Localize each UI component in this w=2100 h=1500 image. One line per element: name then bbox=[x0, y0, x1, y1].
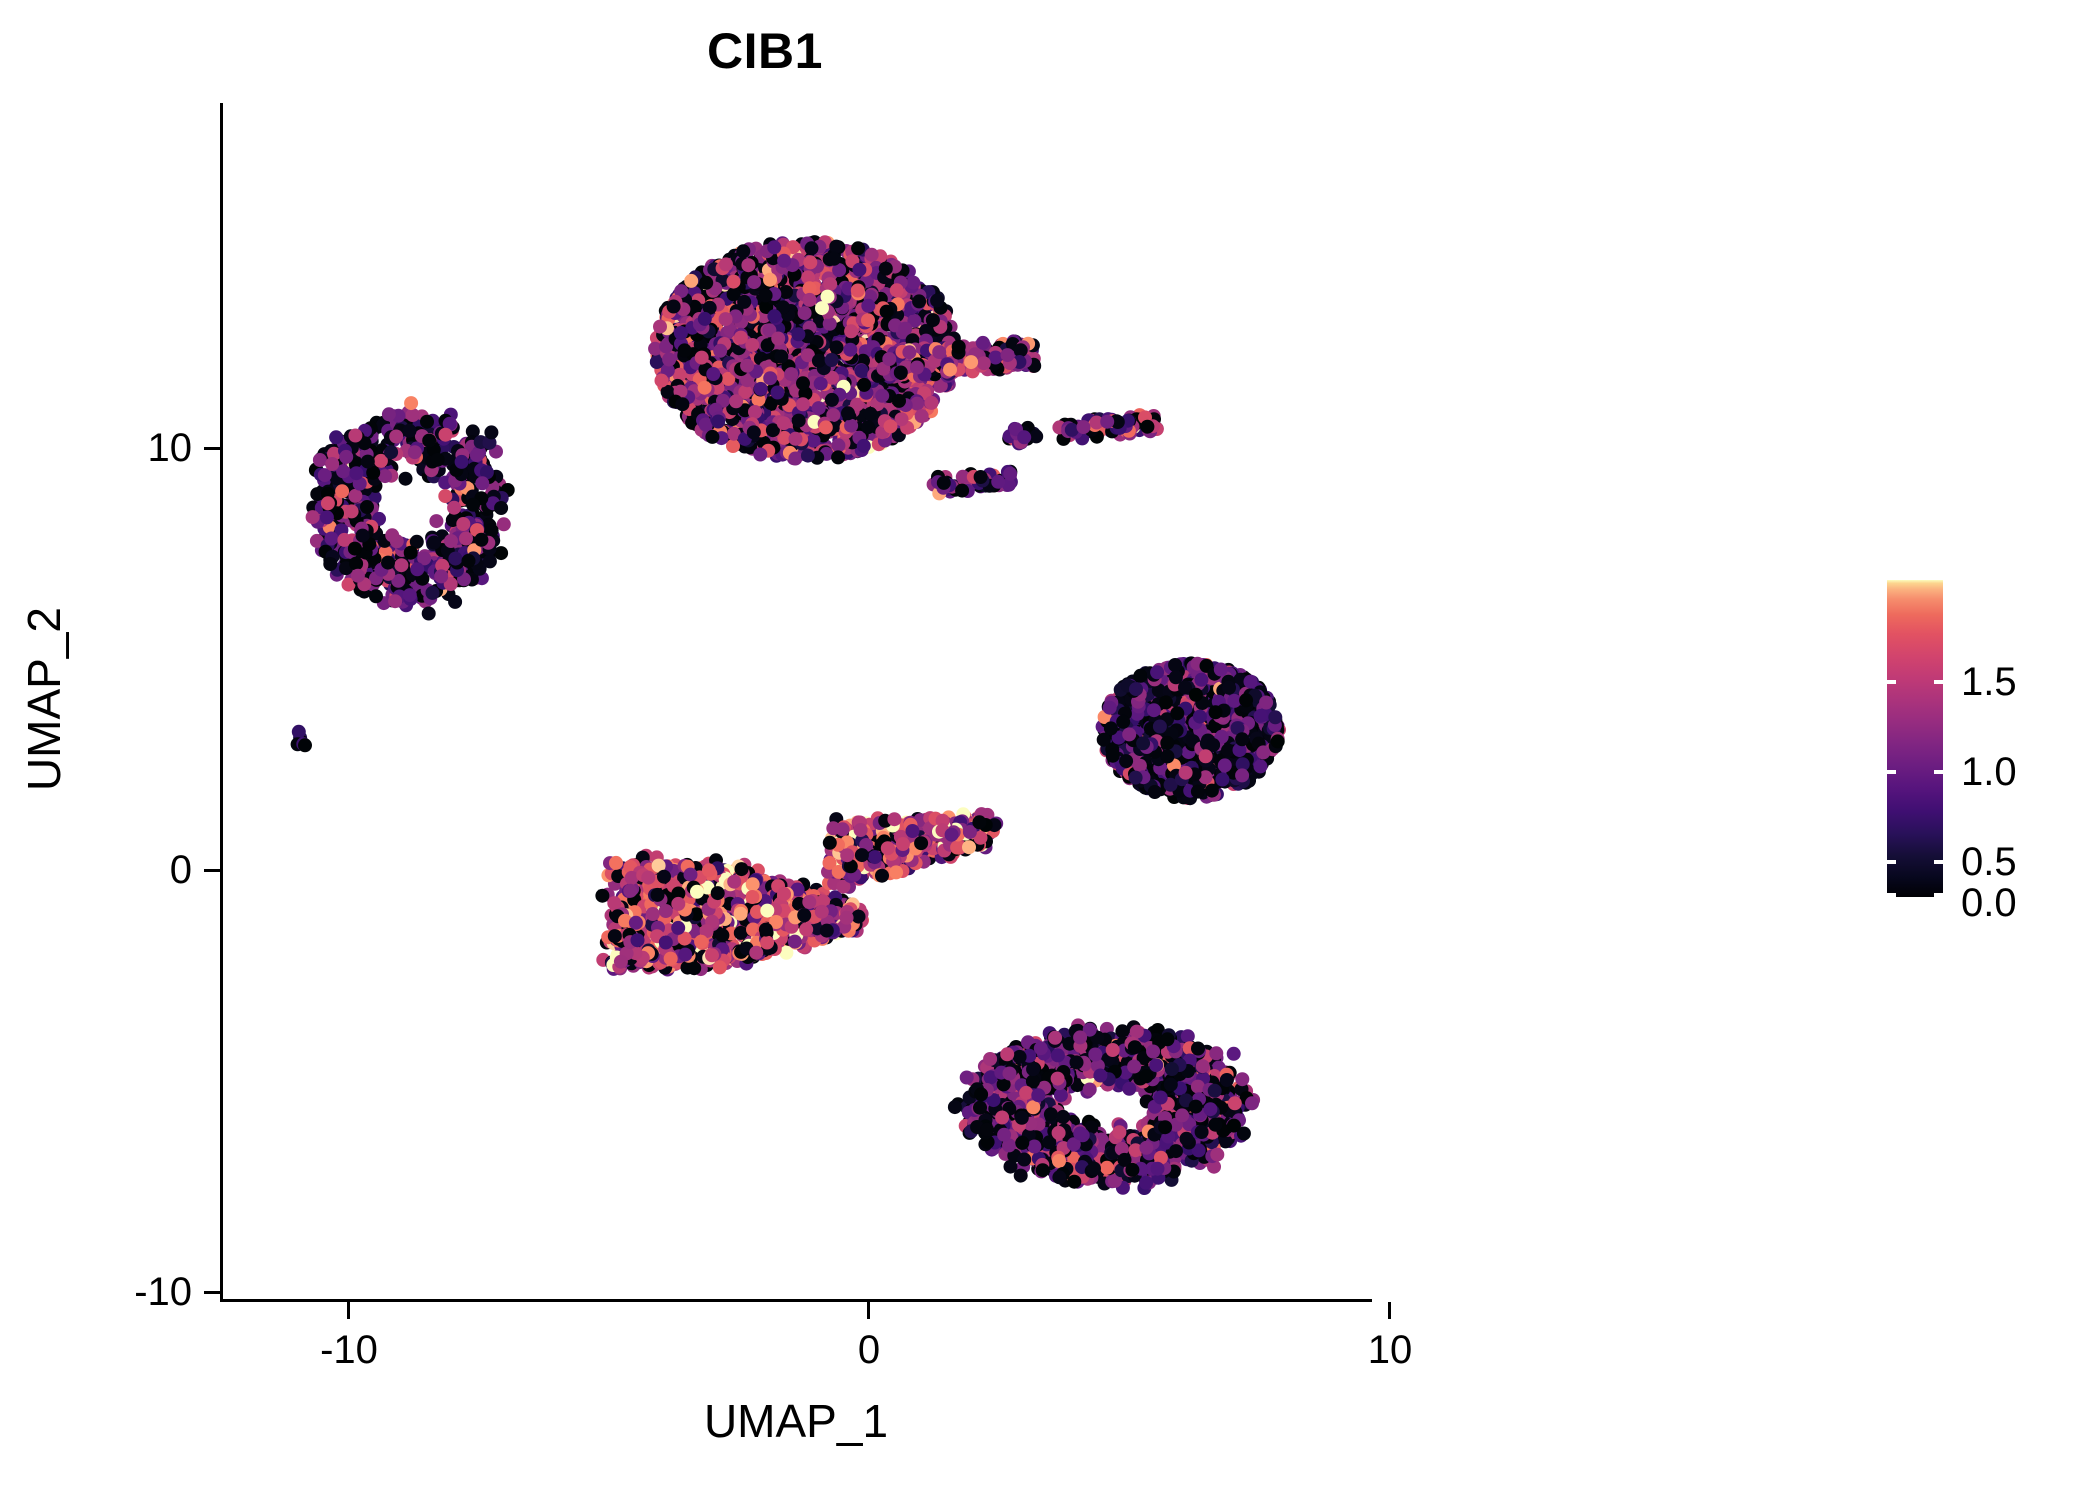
y-tick-label-10: 10 bbox=[147, 426, 193, 470]
x-tick-mark-0 bbox=[867, 1302, 870, 1319]
x-tick-mark--10 bbox=[347, 1302, 350, 1319]
colorbar-tick-0.5 bbox=[1887, 860, 1943, 864]
colorbar-gradient bbox=[1887, 580, 1943, 897]
colorbar-legend: 1.5 1.0 0.5 0.0 bbox=[1887, 580, 2087, 923]
colorbar-label-1.5: 1.5 bbox=[1961, 660, 2017, 704]
y-tick-mark-0 bbox=[204, 869, 221, 872]
x-tick-label-0: 0 bbox=[857, 1328, 881, 1372]
x-tick-label-10: 10 bbox=[1367, 1328, 1413, 1372]
x-tick-label--10: -10 bbox=[320, 1328, 378, 1372]
colorbar-label-0.0: 0.0 bbox=[1961, 881, 2017, 925]
colorbar-tick-0.0 bbox=[1887, 893, 1943, 897]
y-axis-title: UMAP_2 bbox=[18, 606, 70, 792]
colorbar-tick-1.0 bbox=[1887, 770, 1943, 774]
scatter-points bbox=[290, 235, 1286, 1195]
y-tick-label--10: -10 bbox=[134, 1270, 192, 1314]
y-tick-label-0: 0 bbox=[169, 848, 192, 892]
x-tick-mark-10 bbox=[1388, 1302, 1391, 1319]
plot-panel bbox=[222, 105, 1370, 1300]
y-tick-mark-10 bbox=[204, 447, 221, 450]
colorbar-label-1.0: 1.0 bbox=[1961, 750, 2017, 794]
page-title: CIB1 bbox=[707, 23, 823, 79]
y-axis-line bbox=[220, 103, 223, 1302]
colorbar-tick-1.5 bbox=[1887, 680, 1943, 684]
x-axis-title: UMAP_1 bbox=[703, 1395, 889, 1447]
y-tick-mark--10 bbox=[204, 1291, 221, 1294]
x-axis-line bbox=[220, 1299, 1372, 1302]
colorbar-label-0.5: 0.5 bbox=[1961, 840, 2017, 884]
